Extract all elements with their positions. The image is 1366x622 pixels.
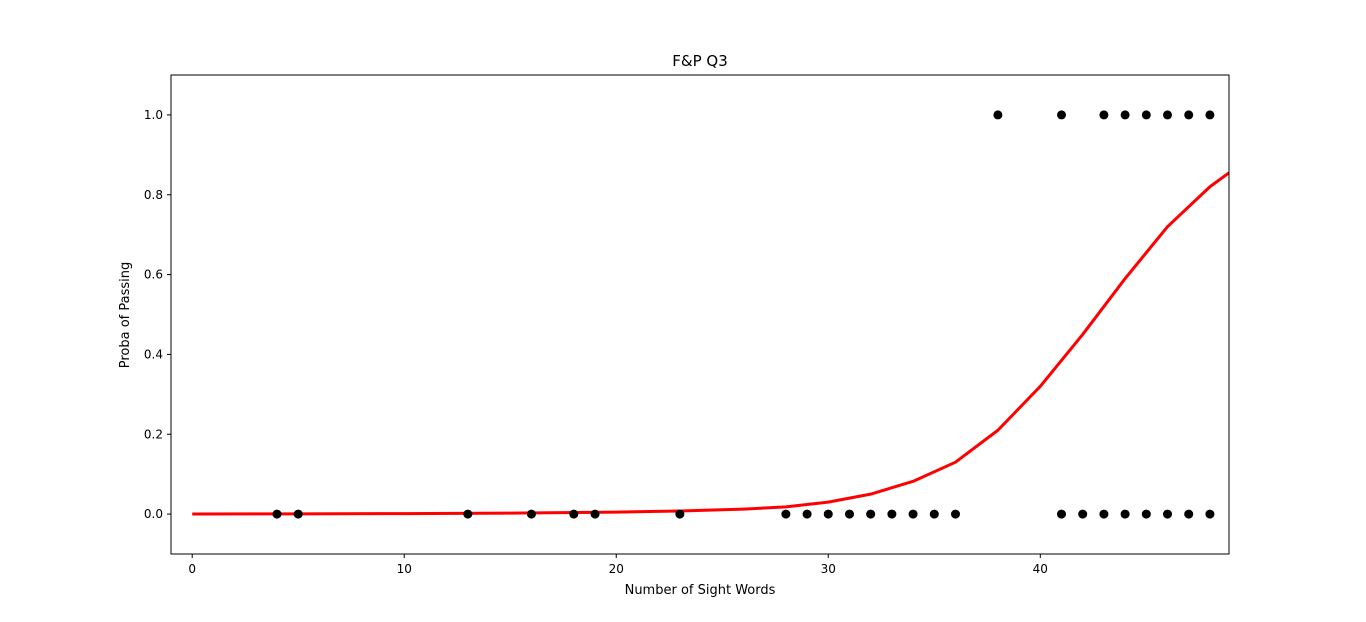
y-axis-label: Proba of Passing xyxy=(118,262,133,369)
y-tick-label: 0.6 xyxy=(144,268,163,282)
curve-layer xyxy=(192,171,1229,516)
data-point xyxy=(569,509,579,519)
data-point xyxy=(675,509,685,519)
chart-title: F&P Q3 xyxy=(672,52,728,70)
data-point xyxy=(1141,110,1151,120)
data-point xyxy=(1078,509,1088,519)
y-tick-label: 0.2 xyxy=(144,427,163,441)
data-point xyxy=(1120,110,1130,120)
data-point xyxy=(866,509,876,519)
data-point xyxy=(272,509,282,519)
data-point xyxy=(887,509,897,519)
data-point xyxy=(590,509,600,519)
data-point xyxy=(1163,110,1173,120)
plot-frame xyxy=(170,74,1230,555)
y-tick-label: 0.8 xyxy=(144,188,163,202)
data-point xyxy=(463,509,473,519)
data-point xyxy=(929,509,939,519)
x-axis: 0 10 20 30 40 xyxy=(188,554,1048,576)
data-point xyxy=(1099,110,1109,120)
data-point xyxy=(908,509,918,519)
logistic-curve xyxy=(192,171,1229,516)
data-point xyxy=(1057,509,1067,519)
data-point xyxy=(802,509,812,519)
data-point xyxy=(1141,509,1151,519)
x-tick-label: 40 xyxy=(1033,562,1048,576)
data-point xyxy=(1184,110,1194,120)
data-point xyxy=(1120,509,1130,519)
data-point xyxy=(1057,110,1067,120)
plot-area xyxy=(170,74,1230,555)
x-axis-label: Number of Sight Words xyxy=(625,583,776,598)
data-point xyxy=(1205,509,1215,519)
data-point xyxy=(993,110,1003,120)
y-tick-label: 1.0 xyxy=(144,108,163,122)
x-tick-label: 0 xyxy=(188,562,196,576)
data-point xyxy=(1205,110,1215,120)
data-point xyxy=(781,509,791,519)
data-point xyxy=(293,509,303,519)
data-point xyxy=(950,509,960,519)
x-tick-label: 20 xyxy=(609,562,624,576)
x-tick-label: 30 xyxy=(821,562,836,576)
y-tick-label: 0.4 xyxy=(144,347,163,361)
data-point xyxy=(526,509,536,519)
y-tick-label: 0.0 xyxy=(144,507,163,521)
points-layer xyxy=(272,110,1215,519)
data-point xyxy=(1099,509,1109,519)
data-point xyxy=(844,509,854,519)
y-axis: 0.0 0.2 0.4 0.6 0.8 1.0 xyxy=(144,108,171,521)
x-tick-label: 10 xyxy=(397,562,412,576)
data-point xyxy=(1163,509,1173,519)
data-point xyxy=(823,509,833,519)
data-point xyxy=(1184,509,1194,519)
